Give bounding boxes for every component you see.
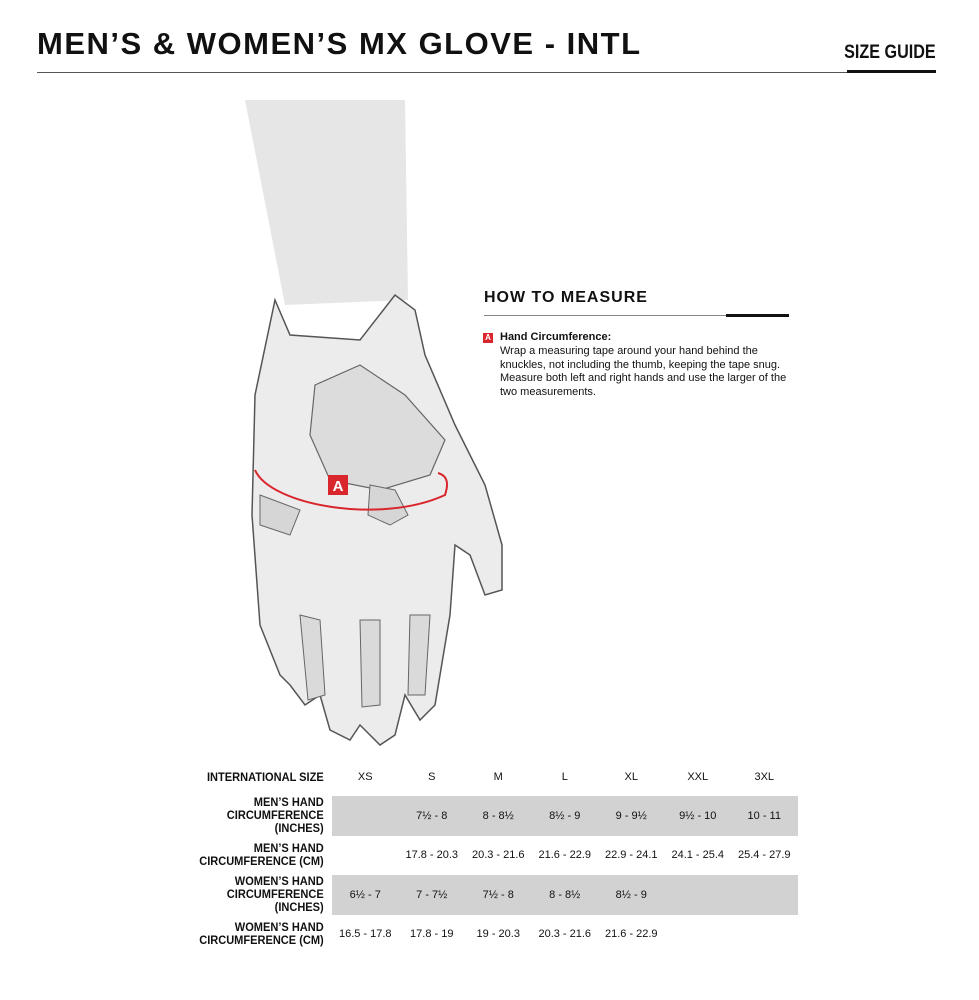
finger-pad	[259, 494, 301, 536]
glove-illustration: A	[245, 100, 503, 746]
table-cell: 21.6 - 22.9	[604, 928, 658, 941]
table-cell: 16.5 - 17.8	[338, 928, 392, 941]
finger-guards	[299, 614, 431, 708]
table-cell	[332, 796, 399, 836]
size-header: L	[561, 771, 568, 783]
page-title: MEN’S & WOMEN’S MX GLOVE - INTL	[37, 26, 642, 61]
table-cell: 19 - 20.3	[476, 928, 520, 941]
table-cell	[731, 875, 798, 915]
table-cell: 25.4 - 27.9	[737, 849, 791, 862]
table-row: WOMEN’S HAND CIRCUMFERENCE (CM) 16.5 - 17.…	[170, 915, 798, 955]
table-cell: 8 - 8½	[531, 875, 598, 915]
row-label-line: CIRCUMFERENCE (INCHES)	[226, 887, 324, 915]
table-cell: 17.8 - 19	[410, 928, 454, 941]
size-guide-underline	[847, 70, 936, 73]
table-cell: 8½ - 9	[531, 796, 598, 836]
row-label: MEN’S HAND CIRCUMFERENCE (CM)	[183, 836, 332, 876]
table-cell: 10 - 11	[731, 796, 798, 836]
size-header: M	[493, 771, 503, 783]
row-label: WOMEN’S HAND CIRCUMFERENCE (INCHES)	[183, 875, 332, 915]
table-cell	[731, 915, 798, 955]
table-cell: 24.1 - 25.4	[671, 849, 725, 862]
size-header: S	[428, 771, 436, 783]
row-label-line: MEN’S HAND	[253, 795, 324, 810]
table-cell	[332, 836, 399, 876]
row-label-line: WOMEN’S HAND	[234, 874, 324, 889]
table-cell	[665, 915, 732, 955]
row-label-line: CIRCUMFERENCE (CM)	[199, 854, 324, 869]
row-label-line: WOMEN’S HAND	[234, 920, 324, 935]
marker-a-badge	[328, 475, 348, 495]
size-header: XS	[357, 771, 373, 783]
forearm	[245, 100, 408, 305]
marker-a-label: A	[333, 478, 344, 495]
row-label-line: CIRCUMFERENCE (CM)	[199, 933, 324, 948]
row-label-line: MEN’S HAND	[253, 841, 324, 856]
table-cell: 8½ - 9	[598, 875, 665, 915]
table-header-row: INTERNATIONAL SIZE XS S M L XL XXL 3XL	[170, 758, 798, 796]
table-cell: 7½ - 8	[398, 796, 465, 836]
table-cell	[664, 875, 731, 915]
table-cell: 20.3 - 21.6	[538, 928, 592, 941]
row-label: WOMEN’S HAND CIRCUMFERENCE (CM)	[183, 915, 332, 955]
table-cell: 9 - 9½	[598, 796, 665, 836]
size-header: XXL	[687, 771, 709, 783]
size-header: XL	[624, 771, 638, 783]
table-cell: 6½ - 7	[332, 875, 399, 915]
table-cell: 7 - 7½	[398, 875, 465, 915]
table-cell: 7½ - 8	[465, 875, 532, 915]
how-to-measure-heading: HOW TO MEASURE	[484, 289, 648, 306]
measure-item-title: Hand Circumference:	[500, 331, 612, 343]
title-divider	[37, 72, 936, 73]
measure-badge: A	[483, 333, 493, 343]
table-cell: 8 - 8½	[465, 796, 532, 836]
heading-divider	[484, 315, 789, 316]
row-label: MEN’S HAND CIRCUMFERENCE (INCHES)	[183, 796, 332, 836]
measure-item-text: Wrap a measuring tape around your hand b…	[500, 345, 787, 398]
table-cell: 9½ - 10	[664, 796, 731, 836]
table-row: WOMEN’S HAND CIRCUMFERENCE (INCHES) 6½ - 7…	[170, 875, 798, 915]
table-cell: 17.8 - 20.3	[405, 849, 459, 862]
size-table: INTERNATIONAL SIZE XS S M L XL XXL 3XL M…	[170, 758, 798, 954]
size-header: 3XL	[754, 771, 775, 783]
table-cell: 21.6 - 22.9	[538, 849, 592, 862]
heading-accent-bar	[726, 314, 789, 317]
knuckle-guard	[309, 364, 446, 491]
table-cell: 20.3 - 21.6	[471, 849, 525, 862]
table-cell: 22.9 - 24.1	[604, 849, 658, 862]
header-label: INTERNATIONAL SIZE	[206, 769, 324, 784]
table-row: MEN’S HAND CIRCUMFERENCE (CM) 17.8 - 20.3 2…	[170, 836, 798, 876]
size-guide-label: SIZE GUIDE	[844, 42, 936, 63]
measure-tape-line	[254, 469, 448, 511]
row-label-line: CIRCUMFERENCE (INCHES)	[226, 808, 324, 836]
